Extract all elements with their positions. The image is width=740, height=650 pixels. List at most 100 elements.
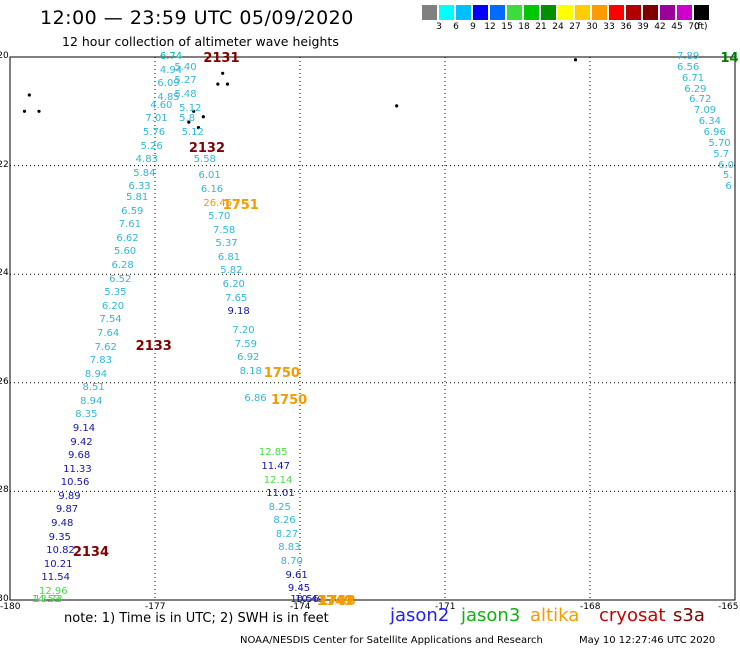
legend-swatch [677,5,692,20]
wave-height-value: 5.12 [179,102,202,114]
wave-height-value: 6.16 [200,184,224,196]
credit-line: NOAA/NESDIS Center for Satellite Applica… [240,635,543,646]
wave-height-value: 5.48 [174,89,197,100]
wave-height-value: 10.56 [290,594,319,605]
wave-height-value: 5.12 [181,127,204,139]
legend-swatch [558,5,573,20]
legend-label: 33 [603,22,615,32]
wave-height-value: 9.18 [227,306,250,318]
longitude-label: -180 [0,602,21,612]
wave-height-value: 6.71 [681,72,705,84]
wave-height-value: 7.83 [89,355,113,367]
wave-height-value: 5.70 [208,211,231,223]
wave-height-value: 12.14 [263,474,293,486]
wave-height-value: 4.83 [135,154,158,166]
wave-height-value: 9.45 [287,583,311,595]
legend-label: 24 [552,22,564,32]
wave-height-value: 11.47 [261,460,290,472]
legend-swatch [490,5,505,20]
pass-time-label: 1750 [271,393,308,409]
wave-height-value: 5.84 [133,167,156,179]
wave-height-value: 4.85 [157,91,180,103]
wave-height-value: 5.81 [126,192,149,204]
wave-height-value: 8.94 [80,395,103,407]
satellite-jason2: jason2 [390,605,450,626]
wave-height-value: 9.42 [70,436,93,448]
legend-swatch [456,5,471,20]
longitude-label: -177 [145,602,166,612]
island-outline [201,115,205,119]
legend-label: 70 [688,22,700,32]
pass-time-label: 1749 [316,594,354,609]
wave-height-value: 7.58 [213,224,236,236]
wave-height-value: 9.87 [55,504,79,516]
island-outline [27,93,31,97]
wave-height-value: 6.96 [703,127,726,139]
legend-label: 12 [484,22,496,32]
latitude-label: -24 [0,268,9,279]
wave-height-value: 8.26 [273,515,296,527]
island-outline [221,71,225,75]
island-outline [196,125,201,130]
wave-height-value: 5. [722,170,733,182]
footnote: note: 1) Time is in UTC; 2) SWH is in fe… [64,611,329,626]
legend-swatch [575,5,590,20]
wave-height-value: 5.40 [174,61,197,73]
wave-height-value: 9.61 [285,569,308,581]
wave-height-value: 14.53 [31,594,61,605]
legend-swatch [439,5,454,20]
wave-height-value: 8.25 [268,501,291,513]
legend-swatch [524,5,539,20]
pass-time-label: 1750 [263,365,300,381]
wave-height-value: 6.62 [116,232,139,244]
wave-height-value: 26.46 [203,197,232,209]
pass-time-label: 1748 [319,594,356,609]
legend-label: 3 [436,22,442,32]
longitude-label: -174 [290,602,311,612]
wave-height-value: 6.81 [217,251,241,263]
wave-height-value: 6.34 [698,116,722,128]
wave-height-value: 5.7 [713,148,730,160]
wave-height-value: 8.51 [82,382,105,394]
wave-height-value: 8.35 [75,409,98,421]
wave-height-value: 7.64 [97,327,120,339]
island-outline [573,58,578,62]
wave-height-value: 7.59 [234,338,258,350]
wave-height-value: 6.0 [718,159,734,171]
wave-height-value: 6.20 [101,300,125,312]
wave-height-value: 7.62 [94,341,117,353]
wave-height-value: 7.09 [693,105,717,117]
legend-swatch [592,5,607,20]
wave-height-value: 10.82 [46,545,75,557]
wave-height-value: 10.21 [43,558,73,570]
legend-label: 45 [671,22,683,32]
legend-label: 9 [470,22,476,32]
legend-unit: (ft) [694,22,708,32]
wave-height-value: 5.76 [142,127,166,139]
island-outline [187,120,191,124]
pass-time-label: 14 [720,51,739,66]
wave-height-value: 8.70 [280,555,303,567]
wave-height-value: 8.18 [239,365,262,377]
legend-label: 42 [654,22,666,32]
legend-swatch [643,5,658,20]
wave-height-value: 6.72 [689,94,712,106]
legend-label: 15 [501,22,513,32]
wave-height-value: 10.49 [295,594,324,605]
wave-height-value: 6.28 [111,260,134,272]
wave-height-value: 12.85 [258,447,288,459]
legend-swatch [541,5,556,20]
wave-height-value: 9.48 [51,517,74,529]
wave-height-value: 6.86 [244,393,267,405]
longitude-label: -171 [435,602,456,612]
wave-height-value: 6.59 [121,205,144,217]
wave-height-value: 5.60 [113,246,137,258]
island-outline [225,82,230,86]
wave-height-value: 9.14 [72,422,96,434]
legend-label: 21 [535,22,547,32]
legend-label: 39 [637,22,649,32]
legend-swatch [422,5,437,20]
wave-height-value: 5.27 [174,75,197,87]
